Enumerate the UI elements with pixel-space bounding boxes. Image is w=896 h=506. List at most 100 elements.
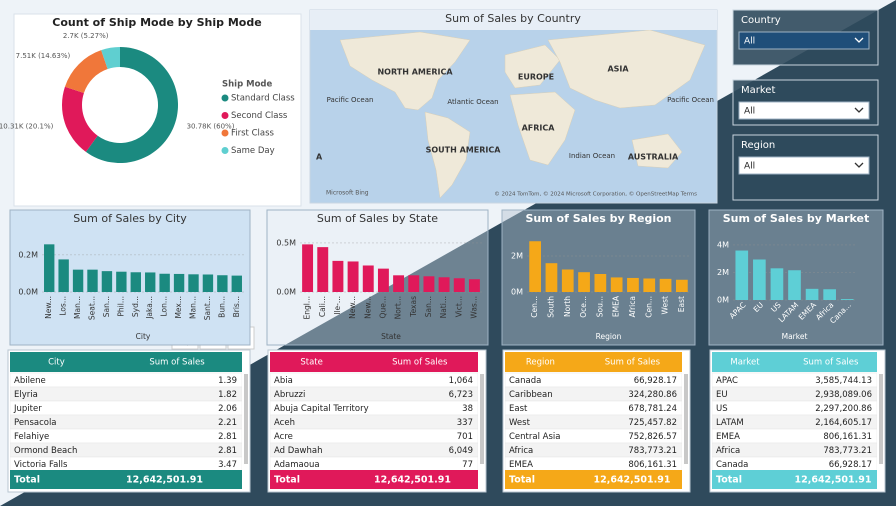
table-header [270,352,478,372]
y-tick-label: 0.5M [276,238,296,247]
x-tick-label: Engl... [303,296,312,320]
x-tick-label: Texas [409,296,418,318]
bar [159,273,170,292]
legend-swatch [221,147,229,154]
table-cell: Aceh [274,418,295,428]
table-total-row [712,470,877,489]
table-cell: Acre [274,432,293,442]
x-axis-title: City [136,332,151,341]
slicer-value: All [744,107,755,117]
donut-slice [64,50,108,94]
donut-data-label: 30.78K (60%) [187,123,235,131]
x-tick-label: Lon... [160,296,169,317]
map-brand: Microsoft Bing [326,190,369,197]
map-label: Indian Ocean [569,152,615,160]
table-cell: 783,773.21 [823,446,872,456]
table-header-cell: Sum of Sales [392,358,448,368]
slicer-dropdown[interactable] [738,101,870,120]
bar [438,277,450,292]
table-cell: 3.47 [218,460,237,470]
bar [735,250,749,300]
table-cell: Ad Dawhah [274,446,322,456]
table-cell: 38 [462,404,473,414]
table-cell: 701 [457,432,473,442]
map-label: AFRICA [522,124,556,133]
x-tick-label: Vict... [454,296,463,317]
bar [393,275,405,292]
table-cell: Abuja Capital Territory [274,404,369,414]
x-tick-label: New... [363,296,372,319]
bar [468,279,480,292]
table-total-cell: Total [14,475,40,486]
legend-title: Ship Mode [222,80,273,90]
table-header-cell: Sum of Sales [605,358,661,368]
slicer-chevron [854,37,864,43]
bar [788,270,801,300]
table-cell: 752,826.57 [628,432,677,442]
table-cell: 66,928.17 [829,460,872,470]
table-row [270,414,478,430]
table-total-cell: 12,642,501.91 [594,475,671,486]
chart-title: Sum of Sales by City [73,212,187,225]
x-axis-title: Market [782,332,808,341]
bar [659,278,672,292]
table-total-cell: Total [274,475,300,486]
donut-slice [62,86,98,152]
table-cell: Canada [716,460,748,470]
table-cell: Abia [274,376,293,386]
map-label: Pacific Ocean [327,96,374,104]
table-scrollbar [244,374,248,464]
x-tick-label: Nort... [394,296,403,319]
map-label: A [316,153,323,162]
bar [770,268,784,300]
x-axis-title: Region [596,332,622,341]
table-total-row [270,470,478,489]
table-total-cell: 12,642,501.91 [126,475,203,486]
bar [377,268,389,292]
bar [347,261,359,292]
bar [72,269,84,292]
x-tick-label: Cali... [318,296,327,317]
table-scrollbar [684,374,688,464]
bar [87,269,98,292]
x-tick-label: South [546,296,555,318]
y-tick-label: 0.0M [18,288,38,297]
slicer-dropdown[interactable] [738,31,870,50]
donut-data-label: 7.51K (14.63%) [16,52,71,60]
map-label: AUSTRALIA [628,153,679,162]
x-tick-label: Cen... [644,296,653,318]
table-total-cell: Total [716,475,742,486]
table-header-cell: Market [730,358,760,368]
map-labels: NORTH AMERICA EUROPE ASIA Pacific Ocean Atla… [316,65,714,162]
chart-title: Count of Ship Mode by Ship Mode [52,16,261,29]
table-cell: 2.81 [218,446,237,456]
x-tick-label: San... [424,296,433,317]
table-row [10,400,242,416]
bar [362,265,374,292]
slicer-dropdown[interactable] [738,156,870,175]
table-cell: 725,457.82 [628,418,677,428]
bar [173,273,185,292]
table-body: APAC 3,585,744.13 EU 2,938,089.06 US 2,297,20… [712,372,877,489]
map-land [339,29,706,199]
table-body: Abia 1,064 Abruzzi 6,723 Abuja Capital Terri… [270,372,478,489]
legend-swatch [221,112,229,119]
map-title: Sum of Sales by Country [445,12,581,25]
legend-label: Second Class [231,111,288,121]
table-cell: Pensacola [14,418,57,428]
table-cell: 77 [462,460,473,470]
table-header-cell: Sum of Sales [149,358,205,368]
x-tick-label: Was... [469,296,478,319]
table-total-cell: 12,642,501.91 [374,475,451,486]
chart-card [266,209,489,346]
table-body: Canada 66,928.17 Caribbean 324,280.86 East 67… [505,372,682,489]
map-attribution: © 2024 TomTom, © 2024 Microsoft Corporat… [494,191,697,198]
chart-title: Sum of Sales by State [317,212,438,225]
bar [627,277,639,292]
table-cell: Caribbean [509,390,553,400]
x-tick-label: Sant... [203,296,212,320]
bar [823,289,836,300]
table-header-cell: State [300,358,323,368]
table-cell: 337 [457,418,473,428]
bar [610,277,623,292]
